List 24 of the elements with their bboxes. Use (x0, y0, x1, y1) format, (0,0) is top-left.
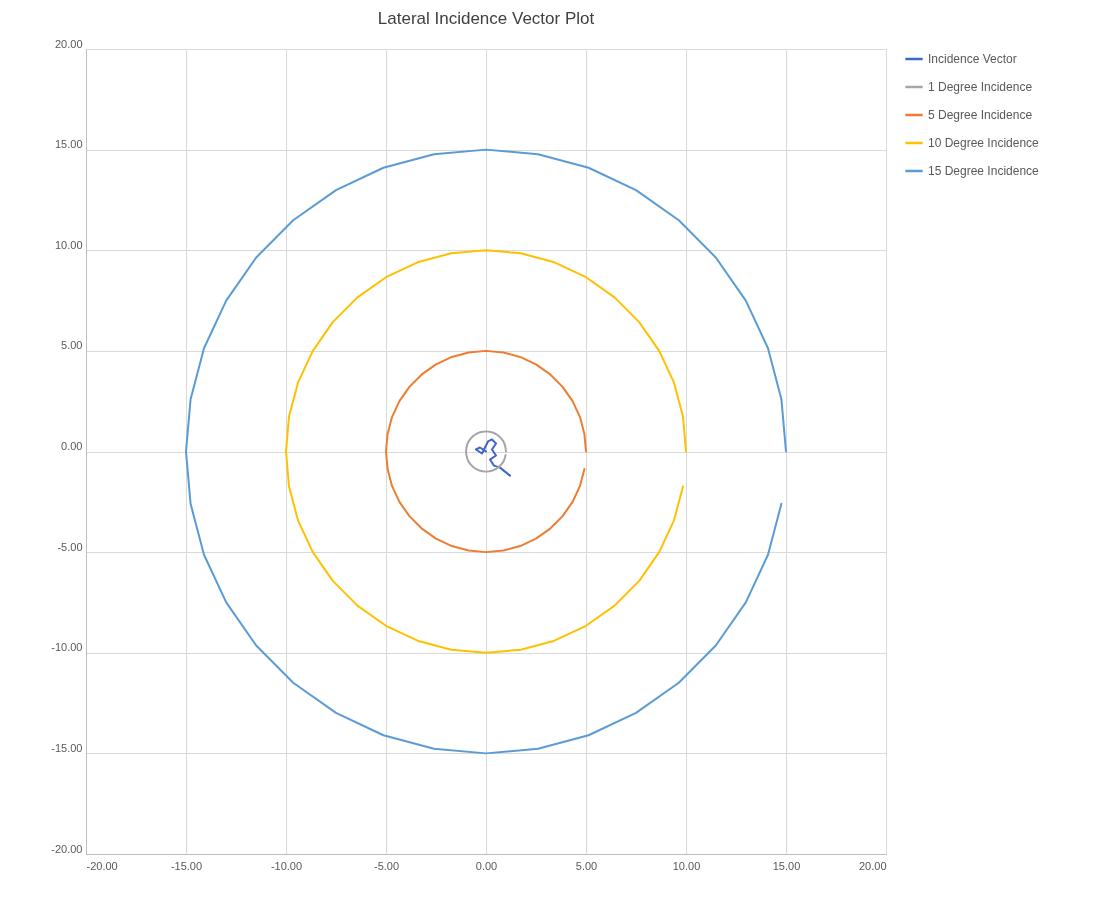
legend-label: 5 Degree Incidence (928, 108, 1033, 122)
x-tick-label: -10.00 (270, 859, 303, 872)
x-tick-label: -20.00 (86, 859, 118, 872)
legend-label: Incidence Vector (928, 52, 1017, 66)
legend-label: 15 Degree Incidence (928, 164, 1040, 178)
y-tick-label: -20.00 (51, 842, 83, 855)
x-tick-label: 0.00 (475, 859, 498, 872)
y-tick-label: 10.00 (54, 238, 83, 251)
chart-title: Lateral Incidence Vector Plot (377, 9, 595, 28)
legend-label: 1 Degree Incidence (928, 80, 1033, 94)
x-tick-label: 10.00 (672, 859, 701, 872)
x-tick-label: -5.00 (373, 859, 400, 872)
y-tick-label: -15.00 (51, 741, 83, 754)
x-tick-label: 20.00 (858, 859, 887, 872)
legend-label: 10 Degree Incidence (928, 136, 1040, 150)
x-tick-label: 15.00 (772, 859, 801, 872)
y-tick-label: 0.00 (61, 440, 83, 452)
x-tick-label: 5.00 (575, 859, 598, 872)
y-tick-label: -5.00 (57, 540, 83, 553)
y-tick-label: -10.00 (51, 641, 83, 654)
y-tick-label: 20.00 (54, 37, 83, 50)
x-tick-label: -15.00 (170, 859, 203, 872)
y-tick-label: 5.00 (61, 339, 83, 352)
y-tick-label: 15.00 (54, 138, 83, 151)
